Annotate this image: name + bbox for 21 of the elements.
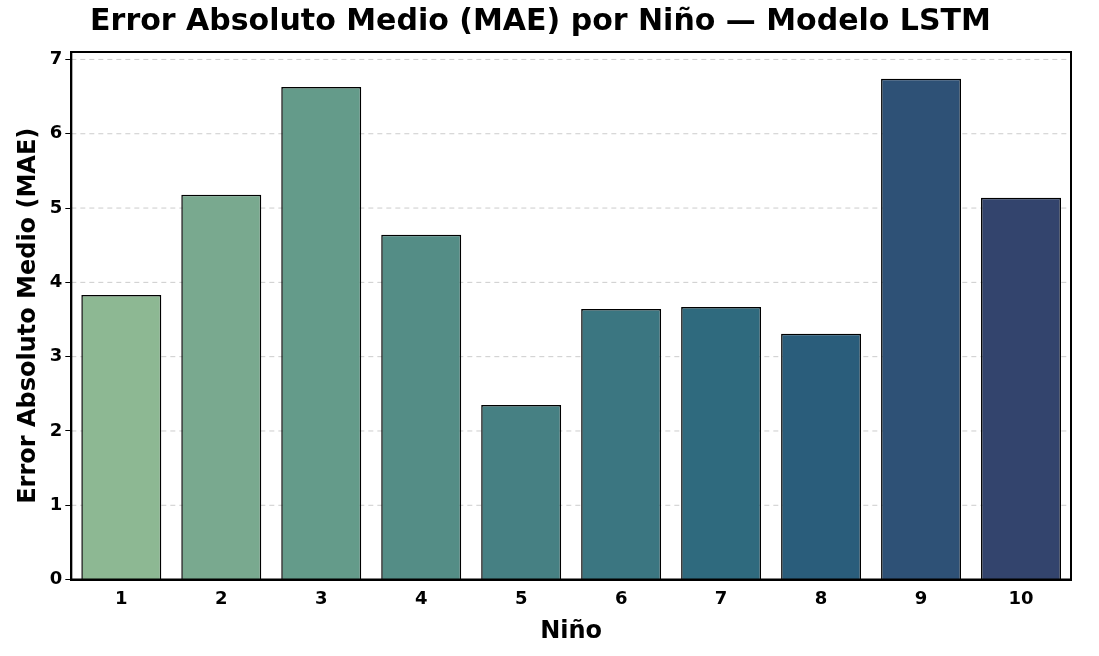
x-tick-label: 9 <box>914 587 928 609</box>
x-axis-title: Niño <box>540 615 603 644</box>
x-tick-label: 2 <box>215 587 228 609</box>
x-tick-label: 8 <box>814 587 828 609</box>
y-tick-label: 3 <box>49 344 63 366</box>
y-tick-label: 5 <box>49 195 63 217</box>
x-tick-label: 7 <box>714 587 728 609</box>
y-tick-label: 4 <box>49 270 63 292</box>
y-tick-label: 1 <box>49 492 63 514</box>
x-tick-label: 3 <box>314 587 328 609</box>
y-tick-label: 2 <box>49 418 63 440</box>
x-tick-label: 10 <box>1008 587 1034 609</box>
y-tick-label: 6 <box>49 121 63 143</box>
x-tick-label: 4 <box>414 587 428 609</box>
chart-title: Error Absoluto Medio (MAE) por Niño — Modelo LSTM <box>90 1 991 37</box>
y-tick-label: 0 <box>49 567 63 589</box>
x-tick-label: 5 <box>514 587 528 609</box>
x-tick-label: 6 <box>614 587 628 609</box>
x-tick-label: 1 <box>115 587 128 609</box>
y-axis-title: Error Absoluto Medio (MAE) <box>12 127 41 504</box>
y-tick-label: 7 <box>49 47 63 69</box>
